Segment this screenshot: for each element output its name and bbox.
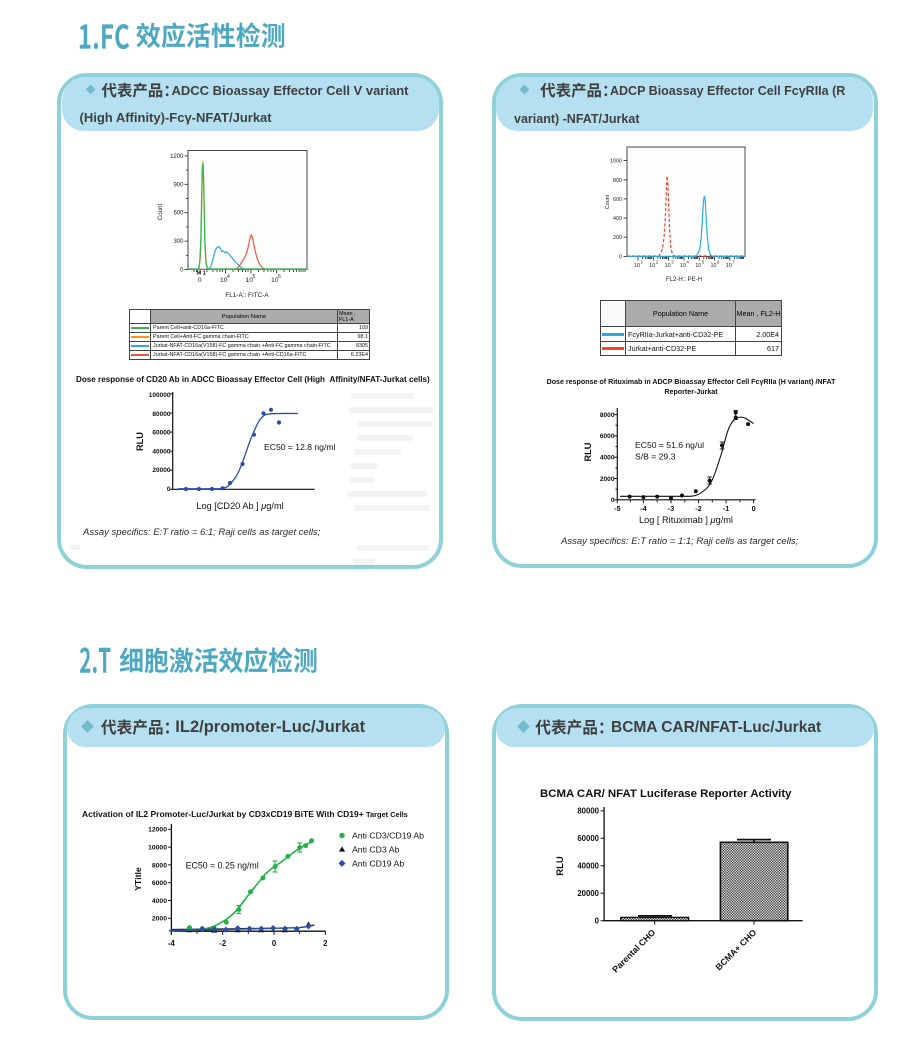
- svg-text:-4: -4: [640, 504, 646, 513]
- svg-text:2: 2: [656, 260, 659, 265]
- svg-text:10000: 10000: [148, 845, 167, 852]
- svg-text:0: 0: [595, 917, 600, 926]
- svg-text:200: 200: [613, 235, 622, 241]
- svg-text:0: 0: [611, 497, 615, 504]
- svg-text:1000: 1000: [610, 159, 622, 165]
- svg-text:6000: 6000: [600, 433, 615, 440]
- svg-text:10: 10: [649, 263, 655, 269]
- svg-text:2000: 2000: [152, 916, 167, 923]
- svg-text:RLU: RLU: [135, 432, 145, 451]
- svg-text:4: 4: [687, 260, 690, 265]
- svg-text:-1: -1: [723, 504, 729, 513]
- svg-text:40000: 40000: [152, 449, 170, 456]
- svg-text:10: 10: [695, 263, 701, 269]
- svg-text:5: 5: [253, 274, 256, 280]
- svg-text:10: 10: [246, 277, 254, 284]
- svg-text:Parental CHO: Parental CHO: [610, 927, 657, 974]
- svg-text:10: 10: [220, 277, 228, 284]
- svg-text:4000: 4000: [152, 898, 167, 905]
- svg-text:EC50 = 0.25 ng/ml: EC50 = 0.25 ng/ml: [186, 861, 259, 871]
- svg-text:2: 2: [323, 939, 328, 948]
- svg-text:2000: 2000: [600, 476, 615, 483]
- svg-text:1200: 1200: [170, 154, 184, 160]
- svg-text:10: 10: [634, 263, 640, 269]
- svg-text:600: 600: [173, 211, 184, 217]
- svg-text:300: 300: [173, 239, 184, 245]
- svg-text:EC50 = 51.6 ng/ul: EC50 = 51.6 ng/ul: [635, 440, 704, 450]
- svg-text:-3: -3: [668, 504, 674, 513]
- svg-text:Anti CD19 Ab: Anti CD19 Ab: [352, 859, 404, 869]
- svg-text:20000: 20000: [152, 467, 170, 474]
- svg-text:0: 0: [180, 268, 184, 274]
- svg-text:10: 10: [711, 263, 717, 269]
- svg-text:YTitle: YTitle: [133, 867, 143, 891]
- svg-text:S/B = 29.3: S/B = 29.3: [635, 452, 676, 462]
- svg-text:100000: 100000: [149, 392, 171, 399]
- svg-text:4000: 4000: [600, 455, 615, 462]
- svg-text:8000: 8000: [152, 862, 167, 869]
- svg-text:Log [CD20 Ab ] μg/ml: Log [CD20 Ab ] μg/ml: [196, 501, 283, 511]
- svg-text:Anti CD3 Ab: Anti CD3 Ab: [352, 845, 399, 855]
- svg-text:Count: Count: [605, 194, 611, 209]
- svg-text:5: 5: [702, 260, 705, 265]
- svg-text:8000: 8000: [600, 412, 615, 419]
- svg-text:60000: 60000: [152, 430, 170, 437]
- svg-text:0: 0: [752, 504, 756, 513]
- svg-text:600: 600: [613, 197, 622, 203]
- svg-text:-4: -4: [168, 939, 176, 948]
- svg-text:1: 1: [641, 260, 644, 265]
- svg-text:4: 4: [227, 274, 230, 280]
- svg-text:RLU: RLU: [555, 856, 566, 876]
- svg-text:M 1: M 1: [197, 271, 206, 277]
- svg-text:10: 10: [665, 263, 671, 269]
- svg-text:400: 400: [613, 216, 622, 222]
- svg-text:BCMA+ CHO: BCMA+ CHO: [713, 927, 758, 972]
- svg-text:900: 900: [173, 182, 184, 188]
- svg-text:10: 10: [726, 263, 732, 269]
- svg-text:0: 0: [167, 486, 171, 493]
- svg-text:80000: 80000: [152, 411, 170, 418]
- svg-text:0: 0: [272, 939, 277, 948]
- svg-text:80000: 80000: [577, 807, 599, 816]
- svg-text:20000: 20000: [577, 889, 599, 898]
- svg-text:Log [ Rituximab ] μg/ml: Log [ Rituximab ] μg/ml: [639, 515, 733, 525]
- svg-text:-2: -2: [219, 939, 227, 948]
- svg-text:0: 0: [619, 254, 622, 260]
- svg-text:EC50 = 12.8 ng/ml: EC50 = 12.8 ng/ml: [264, 442, 336, 452]
- svg-text:Anti CD3/CD19 Ab: Anti CD3/CD19 Ab: [352, 831, 424, 841]
- svg-text:40000: 40000: [577, 862, 599, 871]
- svg-text:6: 6: [717, 260, 720, 265]
- svg-text:10: 10: [271, 277, 279, 284]
- svg-text:800: 800: [613, 178, 622, 184]
- svg-text:6: 6: [278, 274, 281, 280]
- svg-text:12000: 12000: [148, 827, 167, 834]
- svg-text:6000: 6000: [152, 880, 167, 887]
- svg-text:Count: Count: [157, 203, 164, 220]
- svg-text:-5: -5: [614, 504, 620, 513]
- svg-text:3: 3: [671, 260, 674, 265]
- svg-text:7: 7: [732, 260, 735, 265]
- svg-text:60000: 60000: [577, 834, 599, 843]
- svg-text:10: 10: [680, 263, 686, 269]
- svg-text:FL1-A:: FITC-A: FL1-A:: FITC-A: [225, 292, 269, 299]
- svg-text:RLU: RLU: [583, 442, 593, 461]
- svg-text:0: 0: [198, 277, 202, 284]
- svg-text:FL2-H:: PE-H: FL2-H:: PE-H: [666, 277, 702, 283]
- svg-text:-2: -2: [695, 504, 701, 513]
